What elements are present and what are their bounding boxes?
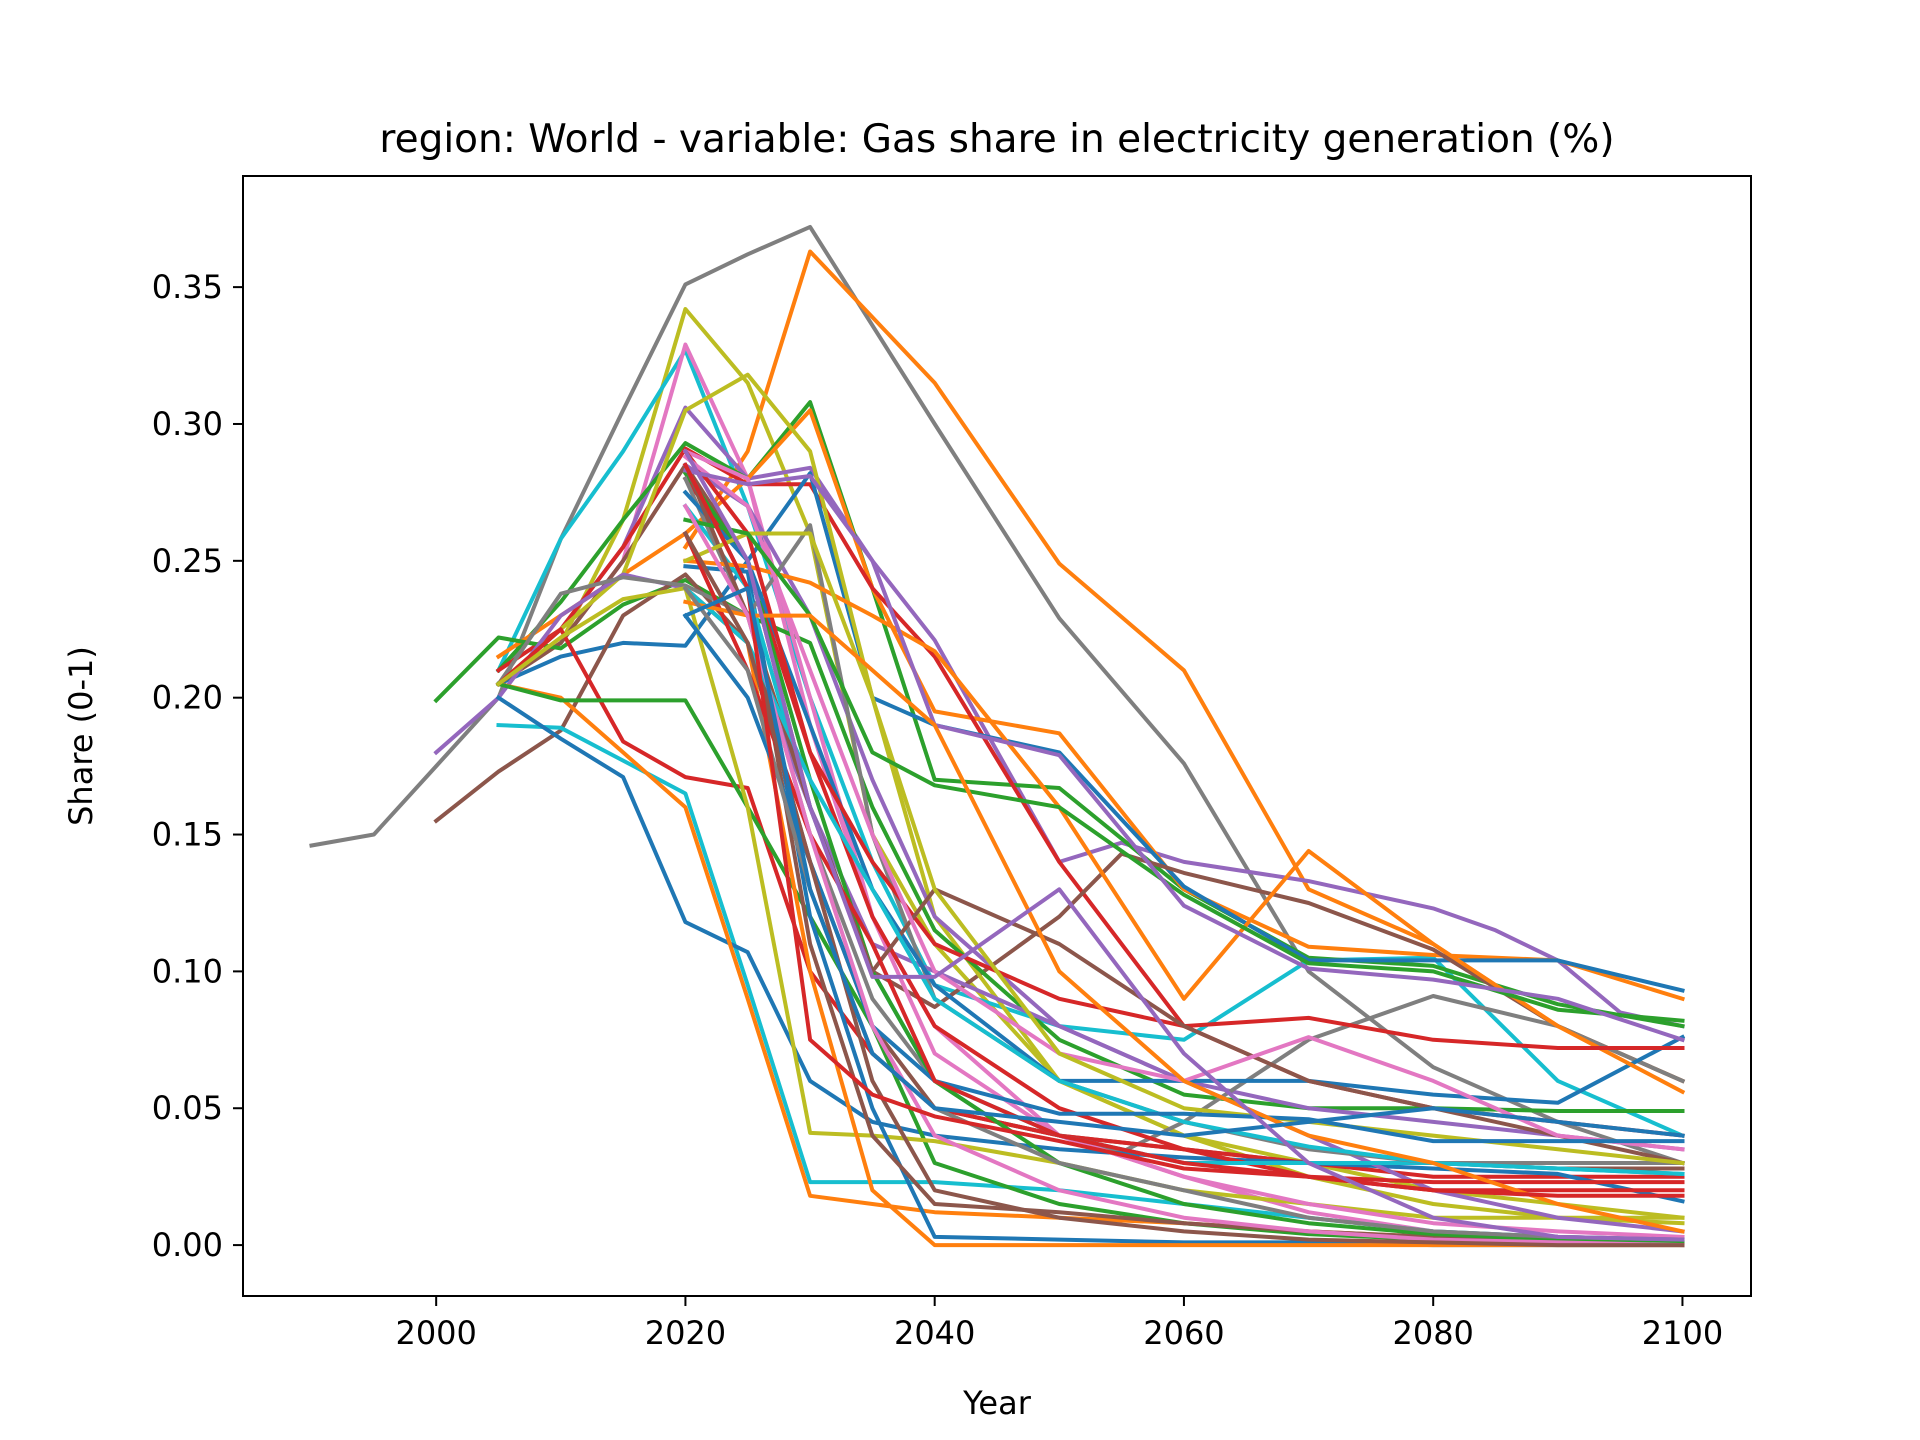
y-tick-label: 0.05 bbox=[152, 1089, 223, 1127]
series-line-12 bbox=[495, 372, 1685, 1220]
series-line-43 bbox=[683, 599, 1685, 1234]
series-line-13 bbox=[433, 578, 1685, 1113]
series-line-10 bbox=[495, 471, 1685, 993]
x-tick-label: 2100 bbox=[1642, 1314, 1723, 1352]
x-tick-label: 2080 bbox=[1392, 1314, 1473, 1352]
y-tick-label: 0.15 bbox=[152, 816, 223, 854]
series-line-3 bbox=[495, 307, 1685, 1226]
x-tick-label: 2060 bbox=[1143, 1314, 1224, 1352]
series-line-47 bbox=[682, 462, 1685, 1198]
chart-title: region: World - variable: Gas share in e… bbox=[379, 117, 1614, 162]
y-tick-label: 0.00 bbox=[152, 1226, 223, 1264]
series-line-8 bbox=[495, 408, 1686, 1002]
series-layer bbox=[309, 224, 1686, 1248]
plot-frame bbox=[242, 175, 1752, 1297]
x-tick-label: 2000 bbox=[395, 1314, 476, 1352]
x-tick-label: 2040 bbox=[894, 1314, 975, 1352]
y-tick-label: 0.25 bbox=[152, 542, 223, 580]
series-line-7 bbox=[495, 400, 1685, 1029]
y-axis-label: Share (0-1) bbox=[62, 646, 100, 826]
series-line-41 bbox=[682, 612, 1685, 1144]
series-line-40 bbox=[683, 468, 1686, 1043]
series-line-4 bbox=[495, 348, 1686, 1139]
series-line-19 bbox=[495, 694, 1685, 1204]
x-axis-label: Year bbox=[962, 1384, 1032, 1422]
series-line-38 bbox=[682, 585, 1685, 1176]
series-line-11 bbox=[495, 463, 1686, 1084]
series-line-35 bbox=[682, 462, 1685, 1166]
series-line-45 bbox=[682, 503, 1685, 1248]
y-tick-label: 0.30 bbox=[152, 405, 223, 443]
y-tick-label: 0.35 bbox=[152, 268, 223, 306]
y-tick-label: 0.10 bbox=[152, 952, 223, 990]
y-tick-label: 0.20 bbox=[152, 679, 223, 717]
x-tick-label: 2020 bbox=[645, 1314, 726, 1352]
y-axis: 0.00 0.05 0.10 0.15 0.20 0.25 0.30 0.35 bbox=[152, 268, 243, 1264]
series-line-44 bbox=[682, 585, 1685, 1242]
series-line-48 bbox=[682, 586, 1685, 1138]
series-line-49 bbox=[682, 448, 1685, 1242]
series-line-34 bbox=[682, 448, 1685, 1050]
x-axis: 2000 2020 2040 2060 2080 2100 bbox=[395, 1296, 1723, 1352]
